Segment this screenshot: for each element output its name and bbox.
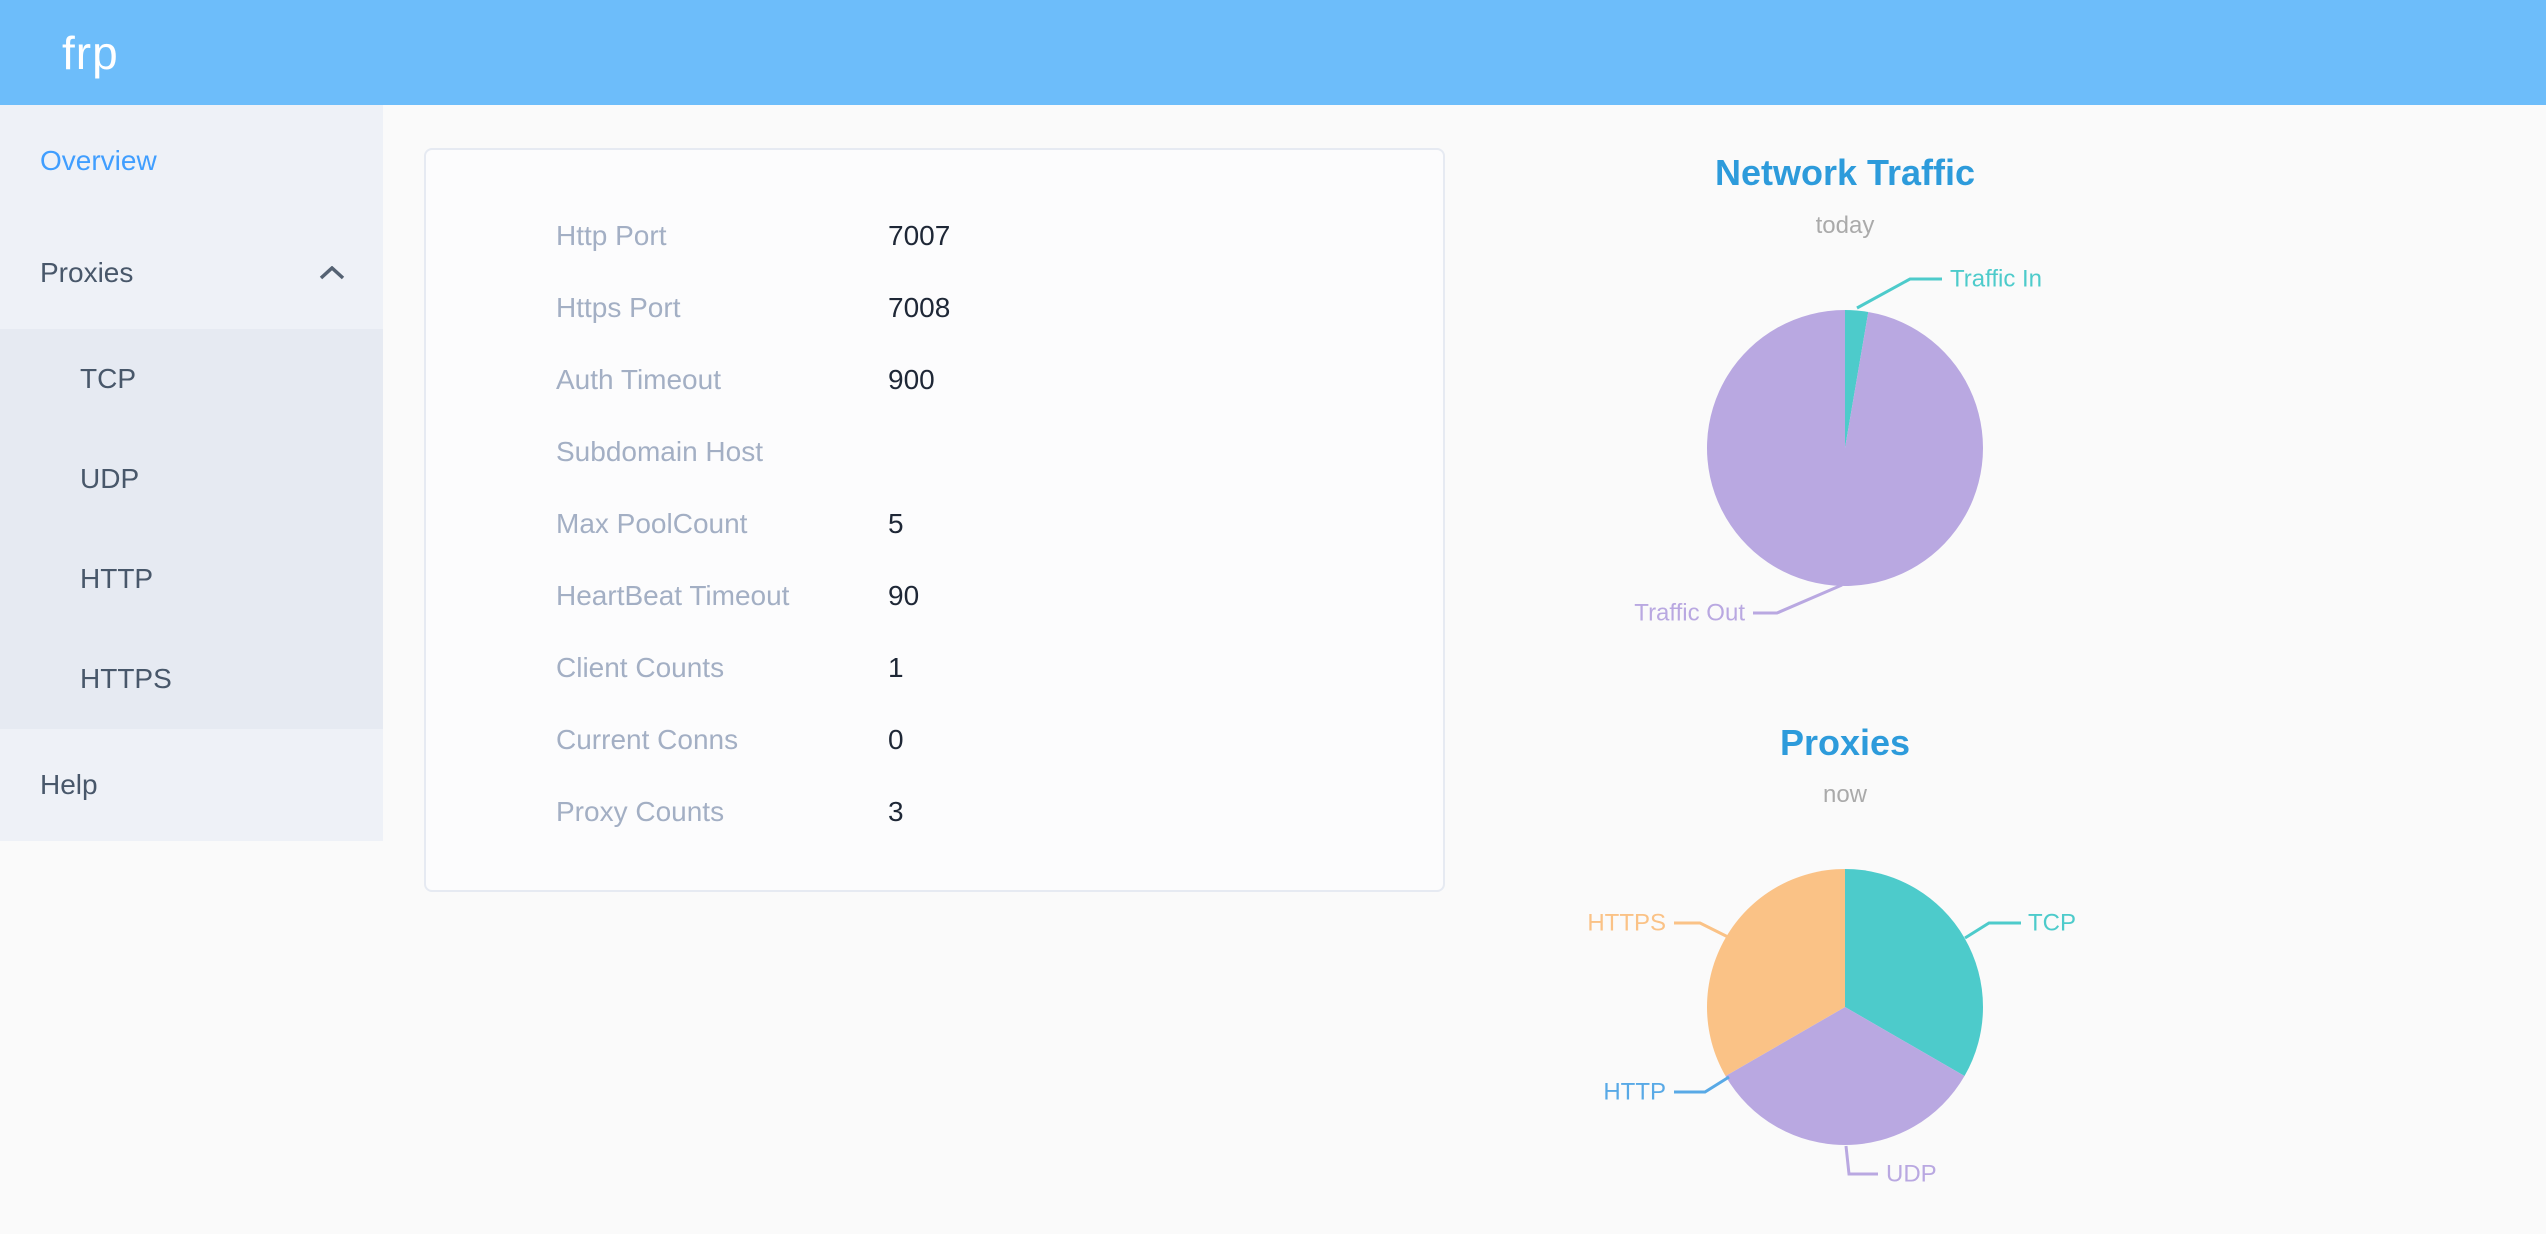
config-label: Max PoolCount bbox=[556, 508, 748, 539]
sidebar-item-label: Overview bbox=[40, 145, 157, 176]
pie-label-traffic-in: Traffic In bbox=[1950, 266, 2042, 293]
config-label: Http Port bbox=[556, 220, 667, 251]
config-row: Https Port 7008 bbox=[426, 272, 1443, 344]
sidebar-item-https[interactable]: HTTPS bbox=[0, 629, 383, 729]
pie-label-https: HTTPS bbox=[1587, 910, 1666, 937]
pie-label-traffic-out: Traffic Out bbox=[1634, 600, 1745, 627]
sidebar-item-proxies[interactable]: Proxies bbox=[0, 217, 383, 329]
pie-slice-traffic-out[interactable] bbox=[1707, 309, 1983, 586]
sidebar-item-label: Proxies bbox=[40, 257, 134, 288]
sidebar-item-http[interactable]: HTTP bbox=[0, 529, 383, 629]
chart-title-proxies: Proxies bbox=[1779, 722, 1911, 763]
sidebar: Overview Proxies TCP UDP HTTP HTTPS Help bbox=[0, 105, 383, 841]
config-row: Max PoolCount 5 bbox=[426, 488, 1443, 560]
pie-label-line-https bbox=[1674, 921, 1729, 939]
pie-chart-proxies: TCP UDP HTTP HTTPS bbox=[1587, 869, 2076, 1188]
config-row: Auth Timeout 900 bbox=[426, 344, 1443, 416]
config-value: 90 bbox=[888, 580, 920, 611]
config-row: Proxy Counts 3 bbox=[426, 776, 1443, 848]
pie-label-http: HTTP bbox=[1603, 1079, 1666, 1106]
pie-label-line-tcp bbox=[1964, 921, 2021, 940]
sidebar-item-label: UDP bbox=[80, 463, 140, 494]
pie-label-line-http bbox=[1674, 1075, 1730, 1094]
config-value: 1 bbox=[888, 652, 904, 683]
pie-chart-network-traffic: Traffic In Traffic Out bbox=[1634, 266, 2042, 627]
config-value: 3 bbox=[888, 796, 904, 827]
chart-title-network-traffic: Network Traffic bbox=[1714, 152, 1976, 193]
config-label: Https Port bbox=[556, 292, 681, 323]
config-value: 7008 bbox=[888, 292, 951, 323]
config-value: 0 bbox=[888, 724, 904, 755]
server-config-table: Http Port 7007 Https Port 7008 Auth Timeout 9… bbox=[426, 200, 1443, 848]
sidebar-item-udp[interactable]: UDP bbox=[0, 429, 383, 529]
server-config-card: Http Port 7007 Https Port 7008 Auth Timeout 9… bbox=[424, 148, 1445, 892]
sidebar-item-overview[interactable]: Overview bbox=[0, 105, 383, 217]
chart-subtitle-network-traffic: today bbox=[1815, 212, 1875, 239]
config-label: Client Counts bbox=[556, 652, 725, 683]
sidebar-item-label: Help bbox=[40, 769, 98, 800]
chart-subtitle-proxies: now bbox=[1822, 781, 1868, 808]
sidebar-item-label: HTTPS bbox=[80, 663, 172, 694]
pie-label-line-udp bbox=[1844, 1145, 1878, 1176]
pie-label-line-traffic-in bbox=[1856, 277, 1942, 310]
config-row: HeartBeat Timeout 90 bbox=[426, 560, 1443, 632]
config-row: Current Conns 0 bbox=[426, 704, 1443, 776]
pie-slice-traffic-in[interactable] bbox=[1845, 310, 1869, 448]
pie-slice-https[interactable] bbox=[1707, 869, 1845, 1076]
sidebar-item-tcp[interactable]: TCP bbox=[0, 329, 383, 429]
pie-label-udp: UDP bbox=[1886, 1161, 1937, 1188]
config-row: Http Port 7007 bbox=[426, 200, 1443, 272]
sidebar-item-help[interactable]: Help bbox=[0, 729, 383, 841]
config-label: Subdomain Host bbox=[556, 436, 764, 467]
config-label: Current Conns bbox=[556, 724, 739, 755]
app-header: frp bbox=[0, 0, 2546, 105]
pie-label-tcp: TCP bbox=[2028, 910, 2076, 937]
config-label: HeartBeat Timeout bbox=[556, 580, 790, 611]
app-logo: frp bbox=[62, 26, 119, 79]
pie-label-line-traffic-out bbox=[1753, 583, 1843, 615]
sidebar-menu: Overview Proxies TCP UDP HTTP HTTPS Help bbox=[0, 105, 383, 841]
config-label: Auth Timeout bbox=[556, 364, 721, 395]
config-row: Client Counts 1 bbox=[426, 632, 1443, 704]
config-value: 7007 bbox=[888, 220, 951, 251]
pie-slice-tcp[interactable] bbox=[1845, 869, 1984, 1076]
config-value: 900 bbox=[888, 364, 935, 395]
sidebar-item-label: HTTP bbox=[80, 563, 154, 594]
sidebar-item-label: TCP bbox=[80, 363, 136, 394]
chevron-up-icon bbox=[319, 266, 345, 280]
config-label: Proxy Counts bbox=[556, 796, 725, 827]
sidebar-submenu-proxies: TCP UDP HTTP HTTPS bbox=[0, 329, 383, 729]
config-row: Subdomain Host bbox=[426, 416, 1443, 488]
config-value: 5 bbox=[888, 508, 904, 539]
